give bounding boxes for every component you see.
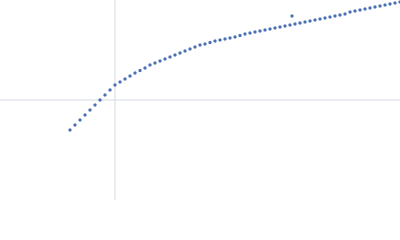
data-point <box>203 42 207 46</box>
data-point <box>223 37 227 41</box>
data-point <box>128 74 132 78</box>
data-point <box>273 26 277 30</box>
data-point <box>148 63 152 67</box>
data-point <box>183 49 187 53</box>
data-point <box>258 29 262 33</box>
data-point <box>343 12 347 16</box>
data-point <box>103 93 107 97</box>
data-point <box>328 15 332 19</box>
data-point <box>198 43 202 47</box>
data-point <box>238 33 242 38</box>
data-point <box>233 35 237 39</box>
data-point <box>88 108 92 112</box>
data-point <box>163 57 167 61</box>
data-point <box>153 61 157 65</box>
data-point <box>278 25 282 29</box>
data-point <box>213 39 217 43</box>
data-point <box>83 113 87 117</box>
data-point <box>123 77 127 81</box>
data-point <box>73 123 77 127</box>
data-point <box>368 6 372 10</box>
data-point <box>208 40 212 45</box>
data-point <box>313 18 317 22</box>
data-point <box>98 98 102 102</box>
data-point <box>193 45 197 49</box>
data-point <box>298 21 302 25</box>
data-point <box>188 47 192 51</box>
data-point <box>308 19 312 23</box>
data-point <box>283 24 287 28</box>
data-point <box>68 128 72 132</box>
data-point <box>158 59 162 63</box>
data-point <box>93 103 97 107</box>
data-point <box>333 14 337 18</box>
data-point <box>353 9 357 13</box>
data-point <box>293 22 297 26</box>
data-point <box>263 28 267 32</box>
data-point <box>318 17 322 21</box>
data-point <box>378 4 382 8</box>
data-point <box>228 36 232 40</box>
data-point <box>388 2 392 6</box>
data-point <box>303 20 307 24</box>
data-point <box>218 38 222 42</box>
data-point <box>373 5 377 9</box>
data-point <box>290 14 294 18</box>
data-point <box>288 23 292 27</box>
data-point <box>383 3 387 7</box>
data-point <box>363 7 367 11</box>
data-point <box>113 83 117 87</box>
data-point <box>338 13 342 17</box>
data-point <box>133 71 137 75</box>
chart <box>0 0 400 200</box>
data-point <box>78 118 82 122</box>
data-point <box>253 30 257 34</box>
data-point <box>138 68 142 73</box>
data-point <box>168 55 172 59</box>
data-point <box>173 53 177 57</box>
data-point <box>118 80 122 84</box>
data-point <box>348 10 352 14</box>
data-point <box>358 8 362 12</box>
data-point <box>248 31 252 35</box>
data-point <box>108 88 112 92</box>
data-point <box>323 16 327 20</box>
data-point <box>178 51 182 55</box>
data-point <box>143 66 147 70</box>
data-point <box>243 32 247 36</box>
data-point <box>393 1 397 5</box>
data-point <box>268 27 272 31</box>
